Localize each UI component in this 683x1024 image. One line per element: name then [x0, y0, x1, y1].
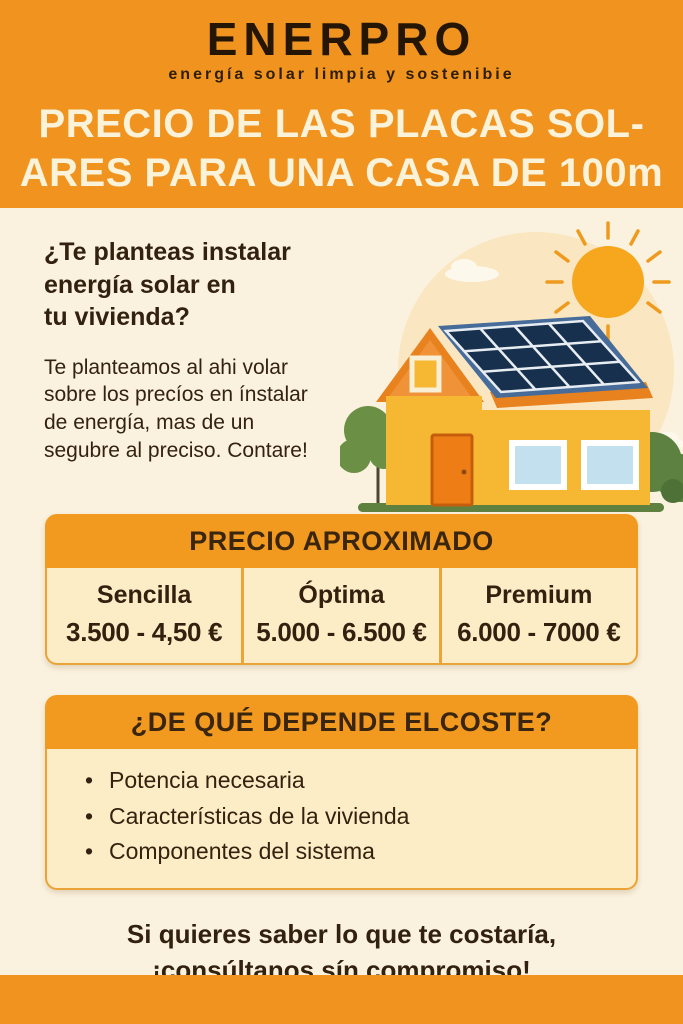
price-table: PRECIO APROXIMADO Sencilla 3.500 - 4,50 …: [45, 514, 638, 665]
window-shape: [581, 440, 639, 490]
hero-illustration: [334, 221, 683, 512]
price-tier-name: Premium: [485, 581, 593, 609]
hero-heading-line1: ¿Te planteas instalar: [44, 238, 291, 266]
cost-factors-title: ¿DE QUÉ DEPENDE ELCOSTE?: [45, 695, 638, 749]
hero-heading-line2: energía solar en: [44, 270, 236, 299]
price-table-title: PRECIO APROXIMADO: [45, 514, 638, 568]
brand-tagline: energía solar limpia y sostenibie: [168, 66, 515, 83]
cost-factors-list: Potencia necesaria Características de la…: [85, 763, 616, 870]
door-shape: [430, 433, 474, 507]
price-cell-optima: Óptima 5.000 - 6.500 €: [241, 568, 438, 663]
price-tier-value: 3.500 - 4,50 €: [66, 617, 223, 647]
hero-paragraph: Te planteamos al ahi volar sobre los pre…: [44, 355, 308, 462]
page-title: PRECIO DE LAS PLACAS SOL- ARES PARA UNA …: [0, 100, 683, 198]
footer-cta-line1: Si quieres saber lo que te costaría,: [126, 918, 557, 949]
house-icon: [376, 316, 653, 507]
solar-house-illustration: [340, 221, 683, 512]
hero-heading: ¿Te planteas instalar energía solar en t…: [44, 236, 334, 334]
header-banner: ENERPRO energía solar limpia y sostenibi…: [0, 0, 683, 208]
brand-logo: ENERPRO: [206, 13, 477, 65]
hero-text-column: ¿Te planteas instalar energía solar en t…: [44, 236, 334, 500]
bottom-orange-bar: [0, 975, 683, 1024]
sun-disc-shape: [572, 246, 644, 318]
price-cell-sencilla: Sencilla 3.500 - 4,50 €: [47, 568, 241, 663]
price-tier-name: Óptima: [298, 581, 385, 609]
page-title-line1: PRECIO DE LAS PLACAS SOL-: [38, 102, 645, 146]
cost-factors-body: Potencia necesaria Características de la…: [45, 749, 638, 890]
solar-panel-icon: [438, 316, 648, 398]
price-cell-premium: Premium 6.000 - 7000 €: [438, 568, 636, 663]
hero-heading-line3: tu vivienda?: [44, 303, 190, 331]
cost-factors-box: ¿DE QUÉ DEPENDE ELCOSTE? Potencia necesa…: [45, 695, 638, 890]
page-title-line2: ARES PARA UNA CASA DE 100m: [19, 150, 664, 195]
price-tier-name: Sencilla: [96, 581, 192, 609]
price-table-row: Sencilla 3.500 - 4,50 € Óptima 5.000 - 6…: [45, 568, 638, 665]
price-tier-value: 6.000 - 7000 €: [457, 617, 621, 647]
list-item: Componentes del sistema: [85, 834, 616, 870]
cloud-icon: [445, 259, 499, 282]
price-tier-value: 5.000 - 6.500 €: [256, 617, 427, 647]
gable-window-shape: [409, 355, 442, 393]
hero-section: ¿Te planteas instalar energía solar en t…: [0, 208, 683, 512]
list-item: Potencia necesaria: [85, 763, 616, 799]
list-item: Características de la vivienda: [85, 799, 616, 835]
window-shape: [509, 440, 567, 490]
